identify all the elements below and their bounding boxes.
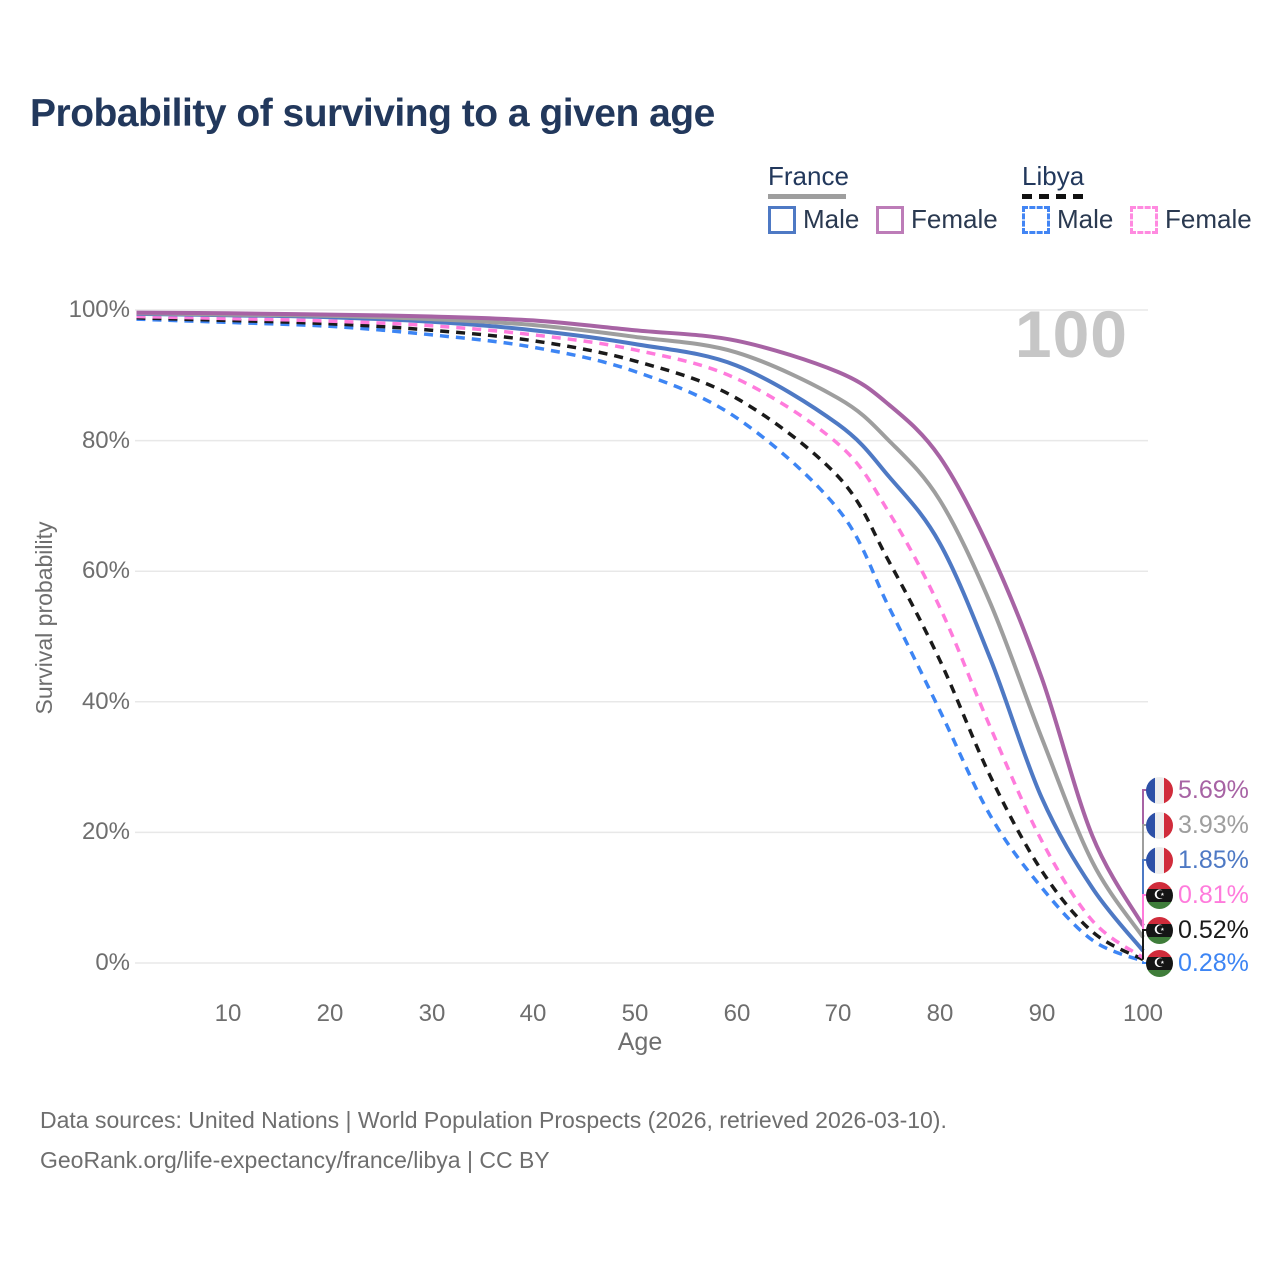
y-tick-60: 60%	[81, 557, 130, 584]
x-tick-20: 20	[316, 1000, 344, 1027]
france-flag-icon	[1146, 846, 1173, 874]
end-label-row: 1.85%	[1146, 845, 1249, 875]
page-title: Probability of surviving to a given age	[30, 92, 715, 135]
y-tick-100: 100%	[68, 296, 130, 323]
series-line-libya-both-sexes	[136, 316, 1144, 962]
legend-label: Female	[1165, 204, 1252, 234]
end-label-row: 5.69%	[1146, 775, 1249, 805]
end-value: 0.28%	[1178, 948, 1249, 977]
y-tick-40: 40%	[81, 688, 130, 715]
legend-swatch-libya-male	[1022, 205, 1050, 234]
legend-swatch-libya-female	[1130, 205, 1158, 234]
x-tick-60: 60	[723, 1000, 751, 1027]
y-axis-title: Survival probability	[31, 521, 57, 715]
legend-underline-libya	[1022, 194, 1083, 199]
series-line-libya-male	[136, 317, 1144, 963]
libya-flag-icon: ☪	[1146, 916, 1173, 944]
data-sources-line: Data sources: United Nations | World Pop…	[40, 1107, 947, 1133]
france-flag-icon	[1146, 811, 1173, 839]
legend-item-france-male[interactable]: Male	[768, 204, 859, 235]
x-axis-title: Age	[617, 1028, 663, 1056]
end-label-row: ☪ 0.28%	[1146, 948, 1249, 978]
y-tick-0: 0%	[95, 949, 130, 976]
attribution-line: GeoRank.org/life-expectancy/france/libya…	[40, 1147, 550, 1173]
end-label-row: ☪ 0.81%	[1146, 880, 1249, 910]
x-tick-80: 80	[926, 1000, 954, 1027]
crescent-star-icon: ☪	[1153, 922, 1166, 938]
crescent-star-icon: ☪	[1153, 955, 1166, 971]
legend-country-france: France	[768, 161, 849, 191]
series-line-france-female	[136, 310, 1145, 927]
end-value: 0.52%	[1178, 915, 1249, 944]
end-label-row: ☪ 0.52%	[1146, 915, 1249, 945]
x-tick-100: 100	[1122, 1000, 1164, 1027]
legend-item-france-female[interactable]: Female	[876, 204, 998, 235]
legend-item-libya-female[interactable]: Female	[1130, 204, 1252, 235]
legend-country-libya: Libya	[1022, 161, 1085, 191]
crescent-star-icon: ☪	[1153, 887, 1166, 903]
x-tick-30: 30	[418, 1000, 446, 1027]
y-tick-20: 20%	[81, 818, 130, 845]
end-value: 1.85%	[1178, 845, 1249, 874]
series-line-france-male	[136, 311, 1145, 953]
legend-label: Female	[911, 204, 998, 234]
legend-swatch-france-male	[768, 205, 796, 234]
libya-flag-icon: ☪	[1146, 881, 1173, 909]
x-tick-40: 40	[519, 1000, 547, 1027]
x-tick-70: 70	[824, 1000, 852, 1027]
legend-item-libya-male[interactable]: Male	[1022, 204, 1113, 235]
legend-swatch-france-female	[876, 205, 904, 234]
france-flag-icon	[1146, 776, 1173, 804]
end-value: 5.69%	[1178, 775, 1249, 804]
end-value: 3.93%	[1178, 810, 1249, 839]
series-line-libya-female	[136, 314, 1145, 960]
x-tick-50: 50	[621, 1000, 649, 1027]
legend-underline-france	[768, 194, 846, 199]
legend-label: Male	[803, 204, 860, 234]
x-tick-90: 90	[1028, 1000, 1056, 1027]
end-value: 0.81%	[1178, 880, 1249, 909]
end-label-row: 3.93%	[1146, 810, 1249, 840]
libya-flag-icon: ☪	[1146, 949, 1173, 977]
x-tick-10: 10	[214, 1000, 242, 1027]
legend-label: Male	[1057, 204, 1114, 234]
y-tick-80: 80%	[81, 427, 130, 454]
age-counter: 100	[1014, 297, 1128, 371]
series-line-france-both-sexes	[136, 311, 1145, 939]
